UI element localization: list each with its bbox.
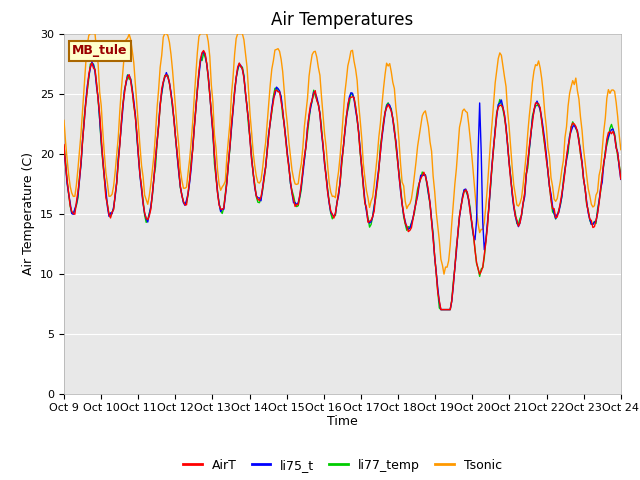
X-axis label: Time: Time (327, 415, 358, 428)
Legend: AirT, li75_t, li77_temp, Tsonic: AirT, li75_t, li77_temp, Tsonic (178, 454, 507, 477)
Y-axis label: Air Temperature (C): Air Temperature (C) (22, 152, 35, 275)
Text: MB_tule: MB_tule (72, 44, 128, 58)
Title: Air Temperatures: Air Temperatures (271, 11, 413, 29)
